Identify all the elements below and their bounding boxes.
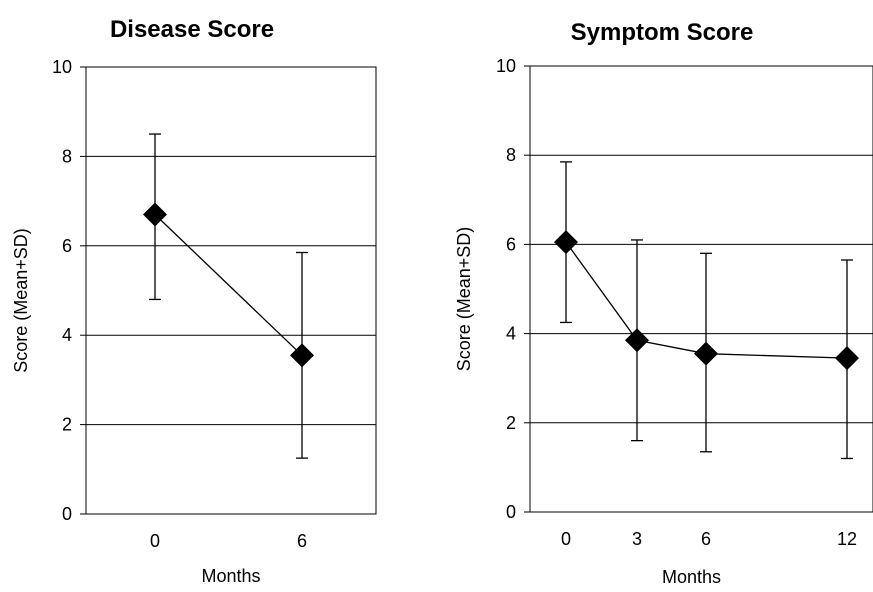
data-point-marker	[290, 343, 314, 368]
y-tick-label: 2	[62, 415, 72, 435]
data-point-marker	[625, 328, 649, 353]
y-axis-label: Score (Mean+SD)	[454, 227, 474, 372]
series-line	[565, 241, 848, 359]
y-axis-label: Score (Mean+SD)	[11, 228, 31, 373]
y-tick-label: 8	[506, 145, 516, 165]
y-tick-label: 6	[506, 234, 516, 254]
data-point-marker	[143, 202, 167, 227]
chart-title: Disease Score	[110, 16, 274, 43]
data-point-marker	[554, 230, 578, 255]
x-tick-label: 6	[297, 531, 307, 551]
chart-title: Symptom Score	[571, 19, 754, 46]
data-point-marker	[694, 341, 718, 366]
y-tick-label: 6	[62, 236, 72, 256]
y-tick-label: 4	[506, 324, 516, 344]
y-tick-label: 10	[496, 56, 516, 76]
data-point-marker	[835, 346, 859, 371]
x-tick-label: 0	[150, 531, 160, 551]
y-tick-label: 8	[62, 146, 72, 166]
x-tick-label: 3	[632, 529, 642, 549]
y-tick-label: 10	[52, 57, 72, 77]
plot-area	[85, 66, 377, 515]
y-tick-label: 0	[506, 502, 516, 522]
plot-area	[529, 65, 873, 513]
chart-panel-1: 0 2 4 6 8 10 0 6 Disease Score Months Score (Mean+…	[11, 16, 377, 586]
x-tick-label: 6	[701, 529, 711, 549]
y-tick-label: 0	[62, 504, 72, 524]
y-tick-label: 2	[506, 413, 516, 433]
chart-panel-2: 0 2 4 6 8 10 0 3 6 12 Symptom Score Months Score (Me…	[454, 19, 873, 587]
x-tick-label: 12	[837, 529, 857, 549]
series-line	[154, 214, 303, 356]
x-axis-label: Months	[662, 567, 721, 587]
x-tick-label: 0	[561, 529, 571, 549]
x-axis-label: Months	[201, 566, 260, 586]
y-tick-label: 4	[62, 325, 72, 345]
